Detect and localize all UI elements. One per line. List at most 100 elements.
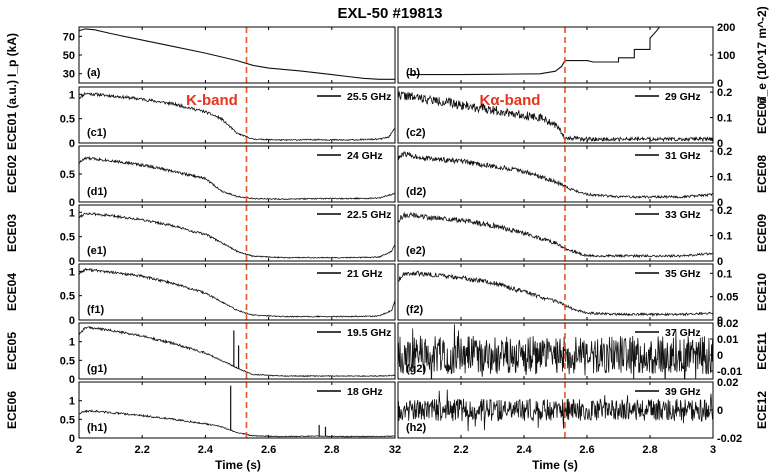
panel-label-h2: (h2) [406,422,427,434]
panel-f2: 0 0.05 0.1 ECE10 (f2) 35 GHz [397,263,769,327]
x-tick-label-h1-0: 2 [76,444,82,456]
y-tick-label-f2-0: 0 [717,315,723,327]
y-axis-label-c1: ECE01 (a.u.) [5,80,19,150]
y-tick-label-a-1: 50 [63,50,75,62]
series-line-e2 [398,211,713,259]
panel-label-g1: (g1) [87,363,108,375]
x-tick-label-h1-4: 2.8 [324,444,339,456]
axes-frame-h1 [78,381,396,439]
series-line-f2 [398,270,713,317]
x-tick-label-h2-4: 2.8 [642,444,657,456]
panel-label-e2: (e2) [406,245,426,257]
y-tick-label-d1-0: 0 [69,197,75,209]
legend-label-f1: 21 GHz [347,268,383,280]
x-tick-label-h1-3: 2.6 [261,444,276,456]
y-tick-label-b-1: 100 [717,50,735,62]
series-line-c1 [79,91,395,142]
panel-label-h1: (h1) [87,422,108,434]
y-tick-label-e2-2: 0.2 [717,205,732,217]
x-tick-label-h2-2: 2.4 [516,444,532,456]
y-tick-label-a-2: 70 [63,31,75,43]
panel-label-f2: (f2) [406,304,423,316]
y-tick-label-h1-0: 0 [69,433,75,445]
y-axis-label-b: n_e (10^17 m^-2) [755,6,769,103]
axes-frame-f1 [78,263,396,321]
panel-label-b: (b) [406,67,420,79]
series-line-g1 [79,325,395,378]
x-tick-label-h2-0: 2 [395,444,401,456]
panel-g1: 0 0.5 1 ECE05 (g1) 19.5 GHz [5,322,396,386]
panel-label-c2: (c2) [406,127,426,139]
y-tick-label-h1-1: 0.5 [60,414,75,426]
y-tick-label-c1-0: 0 [69,138,75,150]
x-tick-label-h2-3: 2.6 [579,444,594,456]
y-axis-label-a: I_p (kA) [5,33,19,77]
y-tick-label-h2-1: 0 [717,405,723,417]
series-line-b [407,27,660,76]
y-tick-label-c1-2: 1 [69,89,75,101]
panel-h1: 2 2.2 2.4 2.6 2.8 3 0 0.5 1 ECE06 (h1) 18 GHz [5,381,396,456]
y-tick-label-e1-1: 0.5 [60,232,75,244]
chart-title: EXL-50 #19813 [337,5,442,22]
legend-label-h2: 39 GHz [665,386,701,398]
panel-e2: 0 0.1 0.2 ECE09 (e2) 33 GHz [397,204,769,268]
axes-frame-d2 [397,145,714,203]
axes-frame-a [78,26,396,84]
panel-f1: 0 0.5 1 ECE04 (f1) 21 GHz [5,263,396,327]
panel-h2: 2 2.2 2.4 2.6 2.8 3-0.02 0 0.02 ECE12 (h2) 39 GHz [395,377,769,456]
x-tick-label-h2-5: 3 [710,444,716,456]
legend-label-e1: 22.5 GHz [347,209,391,221]
legend-label-c1: 25.5 GHz [347,91,391,103]
y-tick-label-g2-3: 0.02 [717,318,738,330]
y-axis-label-h2: ECE12 [755,391,769,429]
panel-b: 0 100 200 n_e (10^17 m^-2) (b) [397,6,769,104]
y-tick-label-g1-0: 0 [69,374,75,386]
x-axis-label-right: Time (s) [532,458,578,472]
y-tick-label-f1-1: 0.5 [60,291,75,303]
band-label-k: K-band [186,92,238,109]
series-line-d2 [398,150,713,199]
y-tick-label-f1-0: 0 [69,315,75,327]
panel-g2: -0.01 0 0.01 0.02 ECE11 (g2) 37 GHz [397,318,769,380]
panel-d1: 0 0.5 ECE02 (d1) 24 GHz [5,145,396,209]
panel-label-f1: (f1) [87,304,104,316]
y-tick-label-e1-0: 0 [69,256,75,268]
panel-label-e1: (e1) [87,245,107,257]
x-tick-label-h2-1: 2.2 [453,444,468,456]
y-tick-label-e2-0: 0 [717,256,723,268]
panel-label-c1: (c1) [87,127,107,139]
y-tick-label-e1-2: 1 [69,207,75,219]
y-tick-label-d1-1: 0.5 [60,169,75,181]
y-tick-label-f1-2: 1 [69,266,75,278]
y-axis-label-e2: ECE09 [755,214,769,252]
y-axis-label-c2: ECE07 [755,96,769,134]
series-line-d1 [79,156,395,201]
y-tick-label-c2-2: 0.2 [717,87,732,99]
x-tick-label-h1-1: 2.2 [135,444,150,456]
panel-label-d1: (d1) [87,186,108,198]
y-tick-label-f2-2: 0.1 [717,268,732,280]
y-tick-label-c2-1: 0.1 [717,113,732,125]
y-tick-label-b-0: 0 [717,78,723,90]
series-line-e1 [79,211,395,259]
panel-label-d2: (d2) [406,186,427,198]
y-tick-label-g1-2: 1 [69,337,75,349]
y-tick-label-g2-0: -0.01 [717,366,742,378]
y-tick-label-a-0: 30 [63,69,75,81]
panel-e1: 0 0.5 1 ECE03 (e1) 22.5 GHz [5,204,396,268]
y-axis-label-g1: ECE05 [5,332,19,370]
legend-label-d2: 31 GHz [665,150,701,162]
y-tick-label-d2-2: 0.2 [717,146,732,158]
y-tick-label-h2-0: -0.02 [717,433,742,445]
legend-label-e2: 33 GHz [665,209,701,221]
y-tick-label-b-2: 200 [717,22,735,34]
legend-label-g2: 37 GHz [665,327,701,339]
y-axis-label-g2: ECE11 [755,332,769,370]
y-tick-label-g1-1: 0.5 [60,355,75,367]
y-axis-label-f2: ECE10 [755,273,769,311]
y-tick-label-d2-0: 0 [717,197,723,209]
panel-label-a: (a) [87,67,101,79]
y-tick-label-f2-1: 0.05 [717,292,738,304]
y-tick-label-e2-1: 0.1 [717,231,732,243]
